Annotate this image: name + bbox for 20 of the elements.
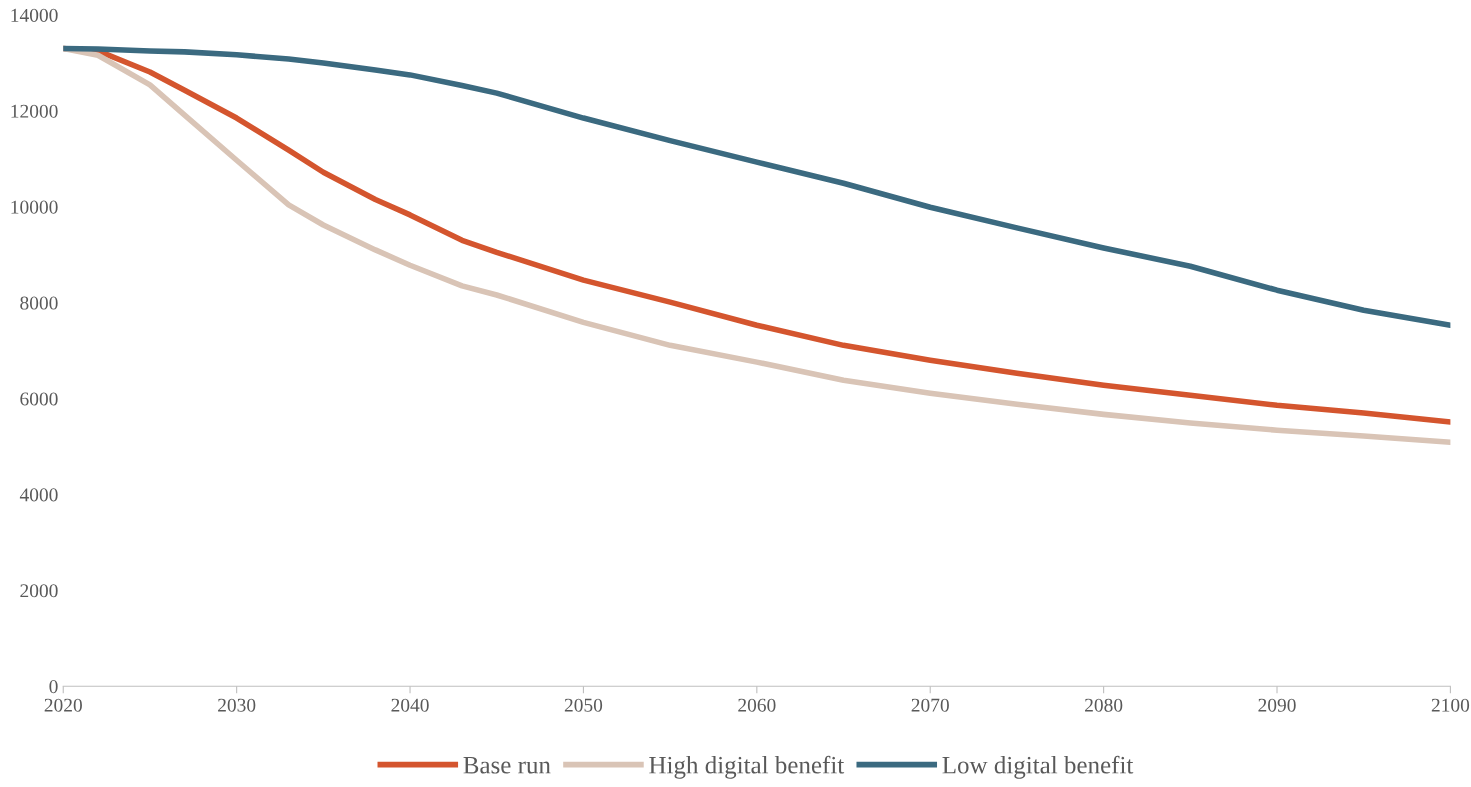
x-tick-label: 2090	[1258, 698, 1296, 712]
y-tick-label: 0	[49, 680, 58, 694]
x-tick-label: 2060	[738, 698, 776, 712]
x-tick-label: 2070	[911, 698, 949, 712]
legend-label: Base run	[463, 756, 551, 774]
y-tick-label: 12000	[11, 104, 58, 118]
x-tick-label: 2100	[1431, 698, 1470, 712]
x-tick-label: 2020	[44, 698, 82, 712]
legend-label: Low digital benefit	[942, 755, 1134, 779]
x-tick-label: 2050	[564, 698, 603, 712]
legend-label: High digital benefit	[649, 755, 845, 779]
y-tick-label: 4000	[19, 488, 58, 502]
y-tick-label: 2000	[20, 584, 58, 598]
x-tick-label: 2040	[391, 698, 429, 712]
x-tick-label: 2030	[218, 698, 256, 712]
y-tick-label: 6000	[20, 392, 58, 406]
y-tick-label: 14000	[11, 8, 58, 22]
x-tick-label: 2080	[1085, 698, 1123, 712]
y-tick-label: 10000	[11, 200, 58, 214]
y-tick-label: 8000	[20, 296, 58, 310]
